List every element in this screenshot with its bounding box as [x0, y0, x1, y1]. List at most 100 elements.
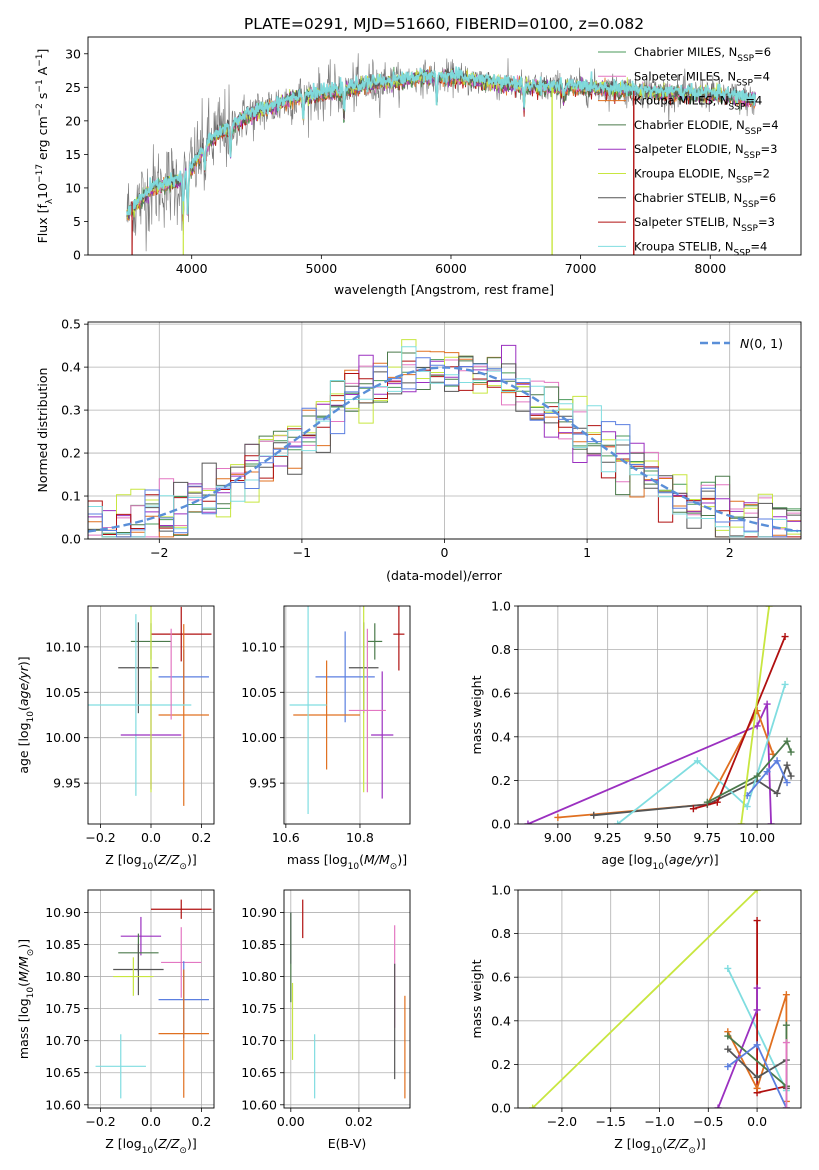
x-tick-label: 9.50	[644, 830, 672, 845]
x-tick-label: 0.0	[747, 1114, 767, 1129]
x-tick-label: 9.75	[693, 830, 721, 845]
legend-entry: Chabrier MILES, NSSP=6	[634, 45, 771, 64]
axis-ticks: −0.2 0.0 0.2 10.60 10.65 10.70 10.75 10.80 10.85…	[45, 905, 211, 1129]
axes-age_vs_Z: −0.2 0.0 0.2 9.95 10.00 10.05 10.10	[45, 605, 215, 845]
y-tick-label: 25	[65, 80, 81, 95]
y-tick-label: 0.0	[61, 532, 81, 547]
y-tick-label: 1.0	[491, 599, 511, 614]
series-line	[593, 762, 792, 817]
legend-entry: Salpeter ELODIE, NSSP=3	[634, 142, 777, 161]
series-marker	[743, 803, 751, 811]
model-spectrum-kroupa_stelib	[126, 66, 757, 216]
grid	[518, 889, 801, 1109]
y-tick-label: 10	[65, 180, 81, 195]
legend-entry: Kroupa STELIB, NSSP=4	[634, 239, 767, 258]
y-tick-label: 20	[65, 113, 81, 128]
series-line	[527, 703, 772, 824]
legend-entry: Kroupa MILES, NSSP=4	[634, 94, 762, 113]
x-tick-label: −2	[150, 545, 168, 560]
grid	[88, 890, 214, 1108]
x-axis-label: E(B-V)	[328, 1136, 367, 1151]
series-marker	[724, 964, 732, 972]
x-tick-label: 1	[583, 545, 591, 560]
x-tick-label: 10.6	[272, 830, 300, 845]
plot-area	[290, 899, 406, 1099]
x-tick-label: −0.5	[693, 1114, 723, 1129]
plot-area	[126, 53, 757, 255]
x-tick-label: −0.2	[85, 1114, 115, 1129]
y-tick-label: 10.60	[45, 1097, 81, 1112]
y-tick-label: 10.00	[241, 730, 277, 745]
legend-entry: N(0, 1)	[740, 336, 783, 351]
y-tick-label: 9.95	[249, 776, 277, 791]
series-marker	[693, 757, 701, 765]
axis-ticks: −2.0 −1.5 −1.0 −0.5 0.0 0.0 0.2 0.4 0.6 0.8 1.0	[491, 883, 767, 1130]
y-tick-label: 0.6	[491, 970, 511, 985]
y-tick-label: 10.75	[45, 1001, 81, 1016]
y-tick-label: 10.05	[241, 685, 277, 700]
y-tick-label: 10.85	[45, 937, 81, 952]
x-tick-label: 2	[726, 545, 734, 560]
series-marker	[787, 748, 795, 756]
series-marker	[724, 1032, 732, 1040]
series-line	[746, 759, 788, 797]
y-tick-label: 0.8	[491, 642, 511, 657]
y-tick-label: 0.6	[491, 686, 511, 701]
series-marker	[763, 768, 771, 776]
x-tick-label: 0.0	[141, 1114, 161, 1129]
y-tick-label: 10.90	[241, 905, 277, 920]
plot-area	[289, 606, 405, 815]
series-marker	[703, 798, 711, 806]
y-axis-label: age [log10(age/yr)]	[16, 656, 36, 773]
series-marker	[737, 820, 745, 824]
x-tick-label: 10.8	[346, 830, 374, 845]
x-axis-label: Z [log10(Z/Z⊙)]	[105, 1136, 196, 1156]
y-axis-label: Normed distribution	[35, 368, 50, 493]
series-marker	[782, 1104, 790, 1108]
plot-area	[524, 606, 795, 824]
axes-mass_vs_Z: −0.2 0.0 0.2 10.60 10.65 10.70 10.75 10.80 10.85…	[45, 889, 215, 1129]
legend-spectrum: Chabrier MILES, NSSP=6 Salpeter MILES, NS…	[598, 45, 779, 258]
series-marker	[753, 917, 761, 925]
axes-frame	[87, 889, 215, 1109]
series-marker	[765, 606, 773, 610]
x-tick-label: −1.5	[596, 1114, 626, 1129]
series-marker	[783, 779, 791, 787]
y-tick-label: 30	[65, 46, 81, 61]
axis-ticks: 0.00 0.02 10.60 10.65 10.70 10.75 10.80 10.85 10…	[241, 905, 373, 1129]
y-tick-label: 0.3	[61, 403, 81, 418]
y-axis-label: mass weight	[469, 675, 484, 754]
series-marker	[529, 1104, 537, 1108]
y-tick-label: 15	[65, 147, 81, 162]
axis-ticks: −0.2 0.0 0.2 9.95 10.00 10.05 10.10	[45, 639, 211, 845]
legend-entry: Salpeter STELIB, NSSP=3	[634, 215, 775, 234]
series-marker	[714, 1104, 722, 1108]
series-marker	[773, 757, 781, 765]
series-marker	[783, 761, 791, 769]
x-tick-label: 7000	[565, 261, 597, 276]
x-tick-label: 0	[441, 545, 449, 560]
series-marker	[614, 820, 622, 824]
x-tick-label: −1.0	[644, 1114, 674, 1129]
series-marker	[773, 789, 781, 797]
series-line	[531, 890, 758, 1108]
y-tick-label: 0.0	[491, 1101, 511, 1116]
series-marker	[724, 1045, 732, 1053]
axes-residual_hist: −2 −1 0 1 2 0.0 0.1 0.2 0.3 0.4 0.5	[61, 317, 802, 560]
plot-area	[88, 339, 801, 539]
x-tick-label: −2.0	[547, 1114, 577, 1129]
x-tick-label: 5000	[305, 261, 337, 276]
y-tick-label: 0.2	[61, 446, 81, 461]
x-tick-label: 10.00	[739, 830, 775, 845]
axes-frame	[283, 889, 411, 1109]
x-tick-label: 6000	[435, 261, 467, 276]
x-tick-label: 0.0	[141, 830, 161, 845]
grid	[88, 322, 801, 540]
axes-frame	[87, 605, 215, 825]
plot-area	[95, 899, 212, 1099]
y-tick-label: 10.00	[45, 730, 81, 745]
series-marker	[753, 1073, 761, 1081]
figure-title: PLATE=0291, MJD=51660, FIBERID=0100, z=0…	[244, 15, 644, 33]
x-axis-label: mass [log10(M/M⊙)]	[287, 852, 407, 872]
